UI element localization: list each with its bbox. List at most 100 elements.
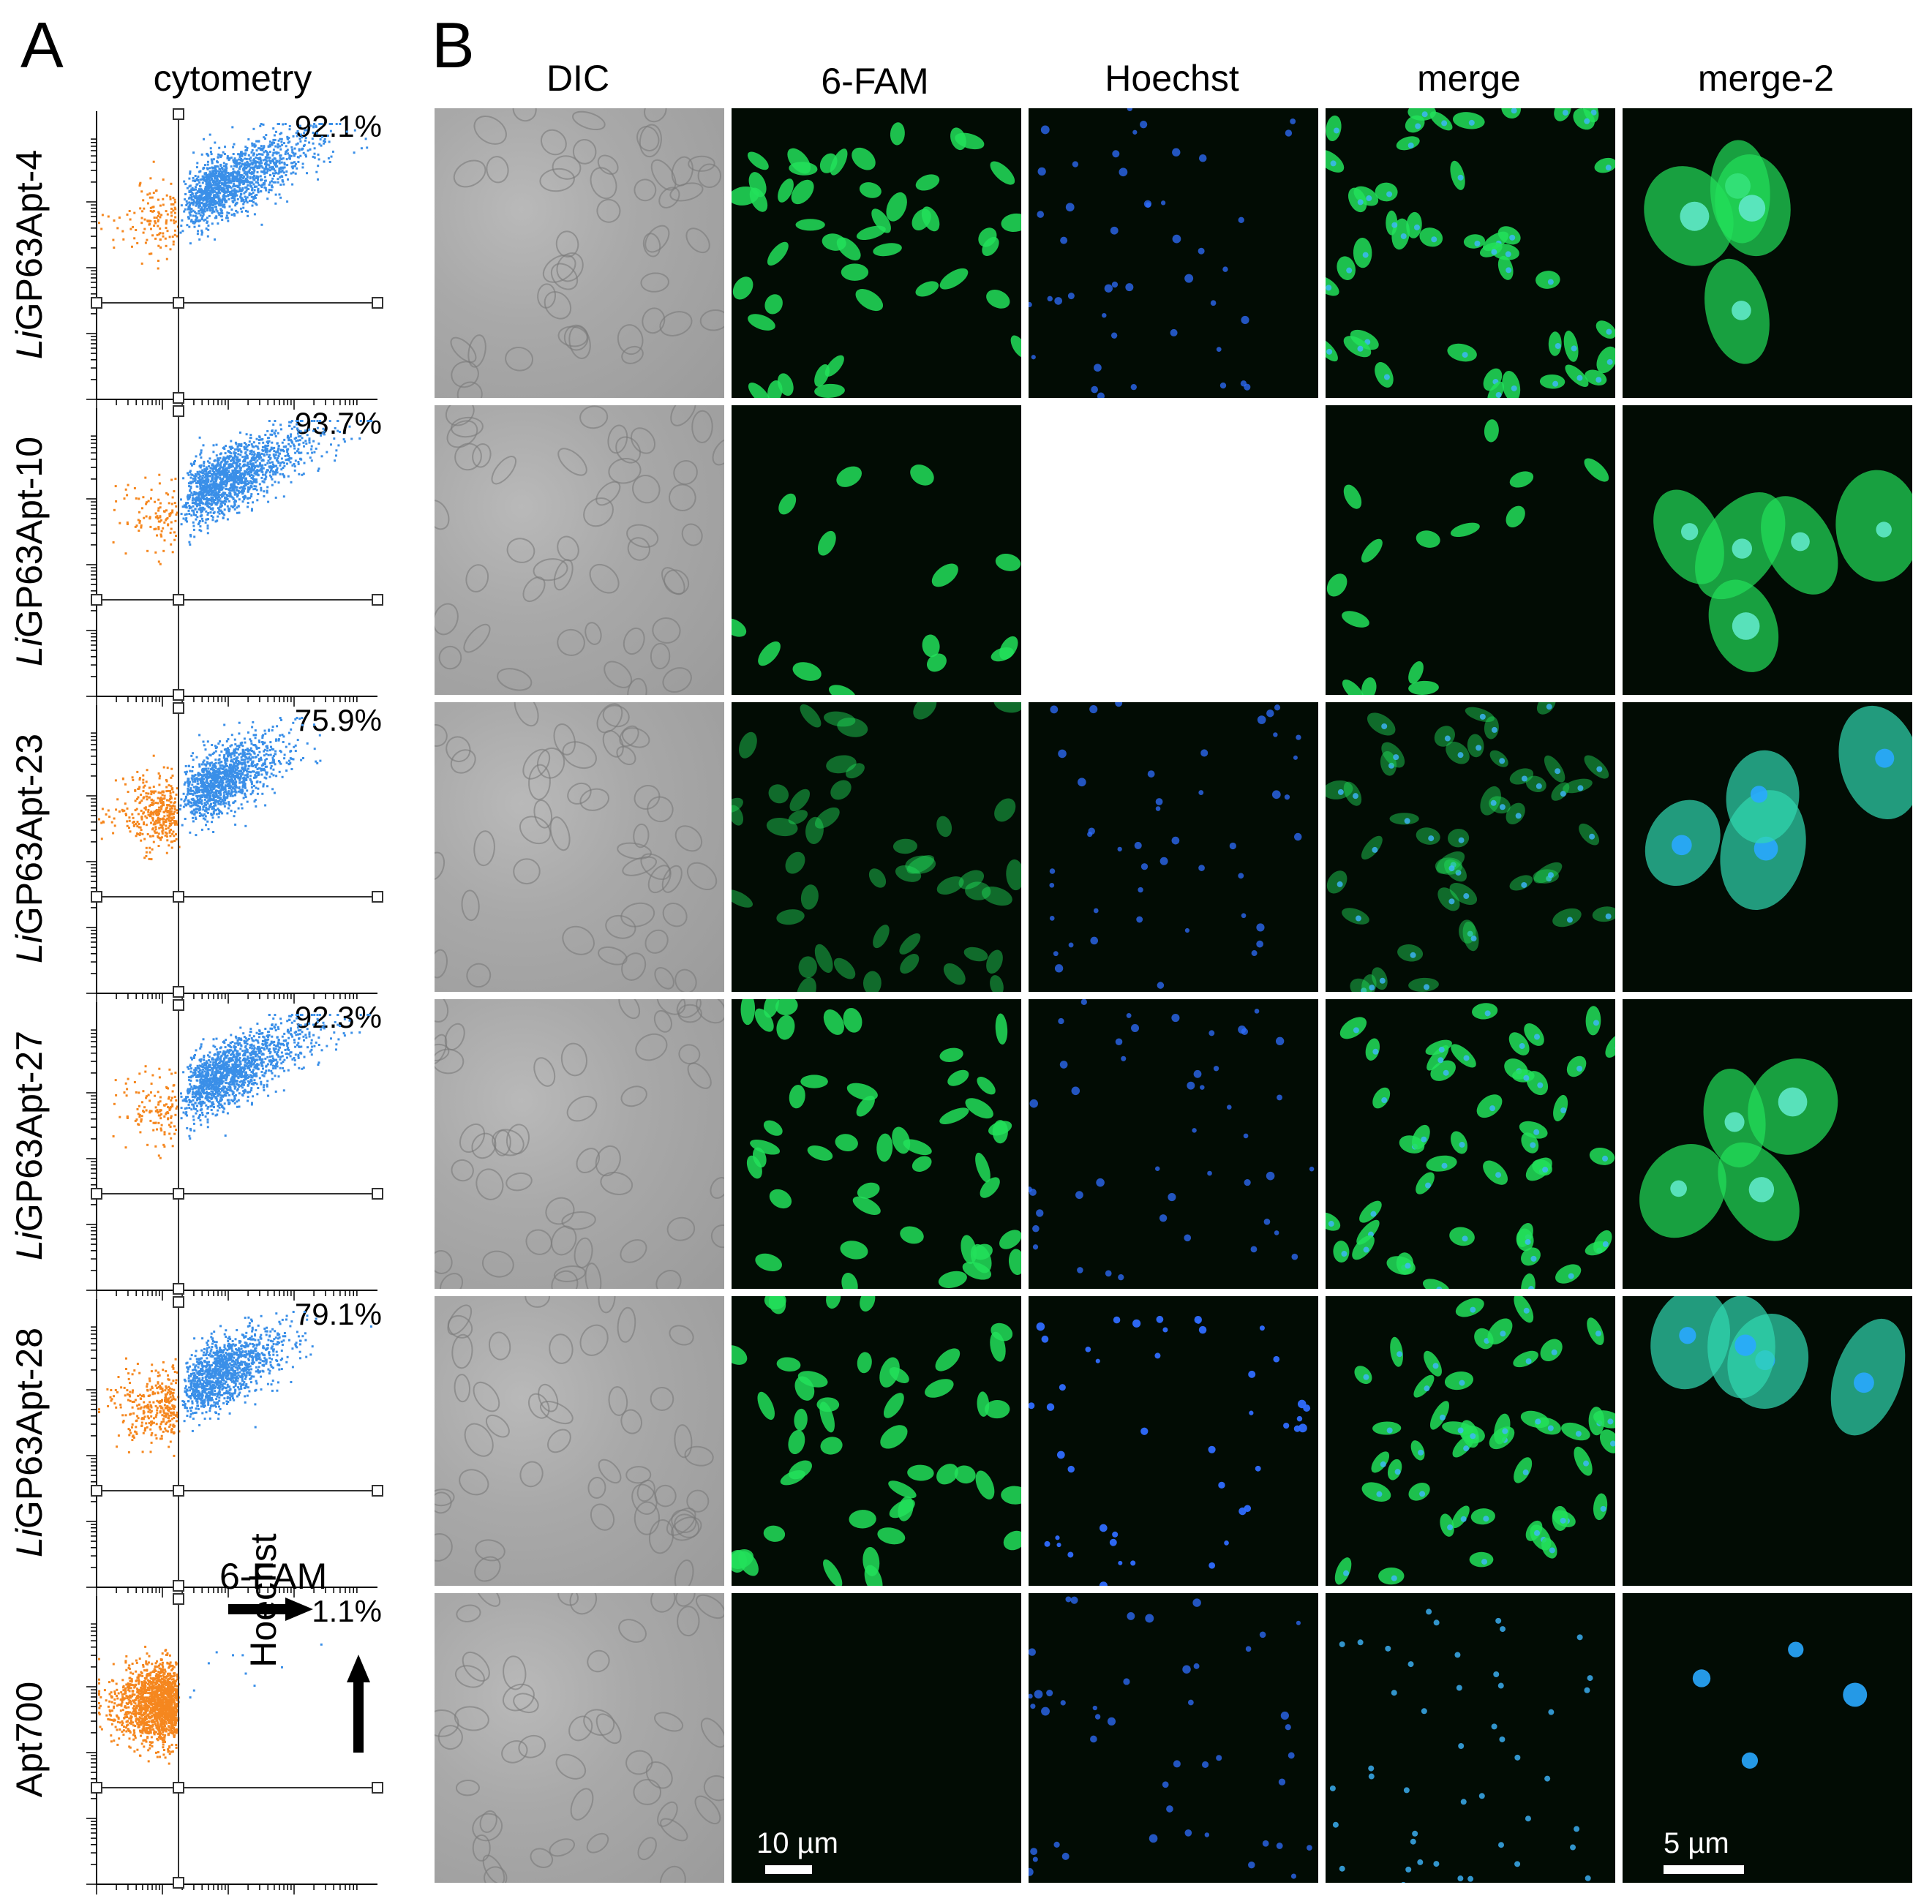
gate-handle [173,1782,184,1794]
gate-handle [173,108,184,120]
column-header-hoechst: Hoechst [1105,58,1239,99]
axis-ticks [86,732,358,1004]
micrograph-merge2 [1623,1296,1912,1586]
gate-handle [173,986,184,998]
gate-handle [91,1485,102,1497]
gate-handle [173,392,184,404]
panel-b-letter: B [432,9,475,81]
row-label: LiGP63Apt-28 [7,1289,51,1596]
cytometry-events [112,420,372,565]
gate-handle [91,594,102,606]
gate-handle [173,1296,184,1308]
x-axis-label: 6-FAM [219,1556,328,1597]
row-label-prefix: Li [9,1529,50,1558]
micrograph-fam [732,108,1021,398]
gate-handle [372,1782,383,1794]
micrograph-fam [732,999,1021,1289]
micrograph-dic [435,1593,724,1883]
axis-ticks [86,1326,358,1598]
row-label-name: GP63Apt-27 [9,1030,50,1233]
scale-bar-zoom [1664,1865,1744,1874]
row-label-prefix: Li [9,1232,50,1261]
gate-handle [173,999,184,1011]
micrograph-merge [1326,1296,1615,1586]
micrograph-hoechst [1029,702,1318,992]
cytometry-events [98,1311,372,1457]
gate-handle [173,891,184,903]
row-label: LiGP63Apt-4 [7,101,51,408]
row-label-name: GP63Apt-28 [9,1327,50,1529]
gate-handle [91,891,102,903]
gate-handle [173,1593,184,1605]
gate-handle [91,1782,102,1794]
micrograph-merge2 [1623,405,1912,695]
row-label-name: GP63Apt-10 [9,436,50,639]
column-header-merge2: merge-2 [1697,58,1835,99]
micrograph-fam [732,1296,1021,1586]
scale-bar-label-zoom: 5 µm [1664,1827,1729,1859]
row-label: Apt700 [7,1586,51,1893]
column-header-dic: DIC [546,58,610,99]
cytometry-events [98,123,369,270]
gate-handle [173,1580,184,1592]
gate-handle [173,1877,184,1889]
gate-handle [372,1188,383,1200]
row-label-name: Apt700 [9,1681,50,1798]
micrograph-fam [732,405,1021,695]
micrograph-dic [435,999,724,1289]
row-label: LiGP63Apt-27 [7,992,51,1299]
micrograph-merge2 [1623,999,1912,1289]
axis-ticks [86,1029,358,1301]
cytometry-events [98,1608,323,1765]
gate-handle [173,594,184,606]
percent-positive: 79.1% [294,1297,382,1331]
row-label-prefix: Li [9,331,50,360]
cytometry-scatter-plot [86,702,383,1004]
gate-handle [372,891,383,903]
percent-positive: 92.3% [294,1000,382,1034]
micrograph-fam [732,1593,1021,1883]
y-axis-label: Hoechst [243,1533,284,1668]
percent-positive: 93.7% [294,406,382,440]
micrograph-merge [1326,108,1615,398]
micrograph-dic [435,405,724,695]
cytometry-scatter-plot [86,1593,383,1894]
gate-handle [91,297,102,309]
gate-handle [173,297,184,309]
gate-handle [91,1188,102,1200]
row-label: LiGP63Apt-10 [7,398,51,705]
micrograph-merge2 [1623,108,1912,398]
micrograph-merge [1326,999,1615,1289]
gate-handle [173,1283,184,1295]
micrograph-merge [1326,405,1615,695]
gate-handle [173,689,184,701]
row-label-prefix: Li [9,935,50,964]
micrograph-merge [1326,1593,1615,1883]
micrograph-hoechst [1029,1296,1318,1586]
percent-positive: 1.1% [312,1594,382,1628]
scale-bar-overview [765,1865,812,1874]
micrograph-hoechst [1029,999,1318,1289]
gate-handle [372,1485,383,1497]
micrograph-dic [435,1296,724,1586]
row-label-prefix: Li [9,638,50,667]
micrograph-merge2 [1623,702,1912,992]
cytometry-header: cytometry [153,58,312,99]
micrograph-hoechst [1029,108,1318,398]
column-header-6fam: 6-FAM [821,61,929,102]
micrograph-hoechst [1029,1593,1318,1883]
axis-ticks [86,1623,358,1894]
gate-handle [173,405,184,417]
panel-a-letter: A [20,9,64,81]
cytometry-scatter-plot [86,999,383,1301]
gate-handle [173,1188,184,1200]
micrograph-merge2 [1623,1593,1912,1883]
cytometry-scatter-plot [86,405,383,707]
axis-ticks [86,435,358,707]
x-axis-arrow [228,1598,313,1621]
y-axis-arrow [347,1655,370,1753]
cytometry-scatter-plot [86,108,383,410]
cytometry-events [112,1014,371,1159]
gate-handle [372,297,383,309]
gate-handle [173,702,184,714]
